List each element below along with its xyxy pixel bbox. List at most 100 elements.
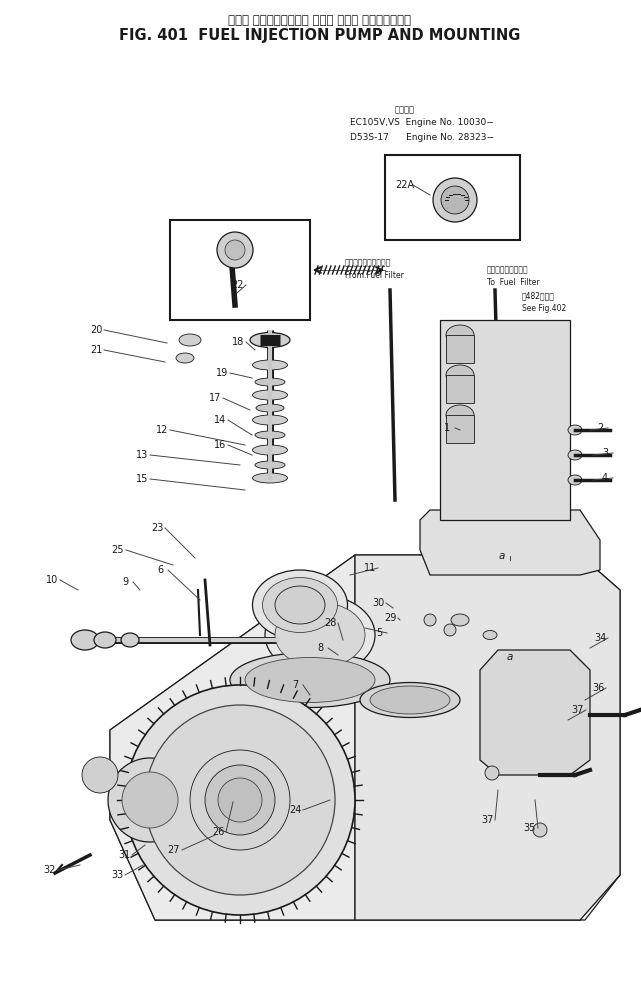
- Polygon shape: [110, 555, 620, 920]
- Ellipse shape: [265, 595, 375, 675]
- Text: 14: 14: [214, 415, 226, 425]
- Bar: [446, 415, 474, 443]
- Text: 1: 1: [444, 423, 450, 433]
- Ellipse shape: [179, 334, 201, 346]
- Text: 6: 6: [157, 565, 163, 575]
- Text: 29: 29: [384, 613, 396, 623]
- Ellipse shape: [360, 682, 460, 717]
- Ellipse shape: [446, 365, 474, 385]
- Circle shape: [533, 823, 547, 837]
- Ellipse shape: [253, 570, 347, 640]
- Text: 5: 5: [376, 628, 382, 638]
- Circle shape: [424, 614, 436, 626]
- Text: 34: 34: [594, 633, 606, 643]
- Text: 26: 26: [212, 827, 224, 837]
- Text: 2: 2: [597, 423, 603, 433]
- Text: フェル インジェクション ポンプ および マウンティング: フェル インジェクション ポンプ および マウンティング: [228, 14, 412, 27]
- Text: 4: 4: [602, 473, 608, 483]
- Text: 22: 22: [232, 280, 244, 290]
- Text: 21: 21: [90, 345, 102, 355]
- Ellipse shape: [121, 633, 139, 647]
- Text: 3: 3: [602, 448, 608, 458]
- Text: See Fig.402: See Fig.402: [522, 304, 566, 313]
- Text: 12: 12: [156, 425, 168, 435]
- Text: 35: 35: [524, 823, 536, 833]
- Text: フェエルフィルタから: フェエルフィルタから: [345, 258, 391, 267]
- Text: To  Fuel  Filter: To Fuel Filter: [487, 278, 540, 287]
- Polygon shape: [440, 320, 570, 520]
- Circle shape: [217, 232, 253, 268]
- Text: 36: 36: [592, 683, 604, 693]
- Circle shape: [433, 178, 477, 222]
- Text: 31: 31: [118, 850, 130, 860]
- Ellipse shape: [71, 630, 99, 650]
- Ellipse shape: [370, 686, 450, 714]
- Text: 25: 25: [112, 545, 124, 555]
- Circle shape: [82, 757, 118, 793]
- Text: From.Fuel Filter: From.Fuel Filter: [345, 271, 404, 280]
- Ellipse shape: [256, 404, 284, 412]
- Text: 7: 7: [292, 680, 298, 690]
- Text: 9: 9: [122, 577, 128, 587]
- Ellipse shape: [255, 461, 285, 469]
- Ellipse shape: [253, 415, 288, 425]
- Text: 11: 11: [364, 563, 376, 573]
- Ellipse shape: [255, 431, 285, 439]
- Polygon shape: [480, 650, 590, 775]
- Text: 30: 30: [372, 598, 384, 608]
- Text: 27: 27: [168, 845, 180, 855]
- Ellipse shape: [250, 332, 290, 347]
- Text: 19: 19: [216, 368, 228, 378]
- Polygon shape: [110, 555, 355, 920]
- Circle shape: [202, 762, 278, 838]
- Text: 8: 8: [317, 643, 323, 653]
- Text: 10: 10: [46, 575, 58, 585]
- Text: 28: 28: [324, 618, 336, 628]
- Ellipse shape: [568, 475, 582, 485]
- Ellipse shape: [245, 658, 375, 702]
- Text: 16: 16: [214, 440, 226, 450]
- Bar: [446, 335, 474, 363]
- Text: 第482図参照: 第482図参照: [522, 291, 555, 300]
- Circle shape: [225, 240, 245, 260]
- Ellipse shape: [275, 586, 325, 624]
- Polygon shape: [355, 555, 620, 920]
- Ellipse shape: [230, 653, 390, 707]
- Ellipse shape: [446, 405, 474, 425]
- Ellipse shape: [263, 578, 338, 633]
- Ellipse shape: [94, 632, 116, 648]
- Circle shape: [108, 758, 192, 842]
- Ellipse shape: [253, 445, 288, 455]
- Ellipse shape: [446, 325, 474, 345]
- Text: 37: 37: [481, 815, 493, 825]
- Ellipse shape: [176, 353, 194, 363]
- Ellipse shape: [568, 450, 582, 460]
- Text: 18: 18: [232, 337, 244, 347]
- Circle shape: [444, 624, 456, 636]
- Text: 15: 15: [136, 474, 148, 484]
- Circle shape: [190, 750, 290, 850]
- Polygon shape: [420, 510, 600, 575]
- Ellipse shape: [483, 631, 497, 640]
- Circle shape: [485, 766, 499, 780]
- Ellipse shape: [253, 473, 288, 483]
- Ellipse shape: [253, 360, 288, 370]
- Text: フェエルフィルタへ: フェエルフィルタへ: [487, 265, 529, 274]
- Ellipse shape: [275, 602, 365, 668]
- Text: 23: 23: [151, 523, 163, 533]
- Circle shape: [125, 685, 355, 915]
- Bar: [446, 375, 474, 403]
- Text: 37: 37: [572, 705, 584, 715]
- Text: EC105V,VS  Engine No. 10030−: EC105V,VS Engine No. 10030−: [350, 118, 494, 127]
- Ellipse shape: [253, 390, 288, 400]
- Text: 32: 32: [44, 865, 56, 875]
- Text: 24: 24: [289, 805, 301, 815]
- Text: D53S-17      Engine No. 28323−: D53S-17 Engine No. 28323−: [350, 133, 494, 142]
- Text: FIG. 401  FUEL INJECTION PUMP AND MOUNTING: FIG. 401 FUEL INJECTION PUMP AND MOUNTIN…: [119, 28, 520, 43]
- Text: a: a: [507, 652, 513, 662]
- Bar: [385, 155, 520, 240]
- Bar: [170, 220, 310, 320]
- Ellipse shape: [568, 425, 582, 435]
- Text: a: a: [499, 551, 505, 561]
- Circle shape: [145, 705, 335, 895]
